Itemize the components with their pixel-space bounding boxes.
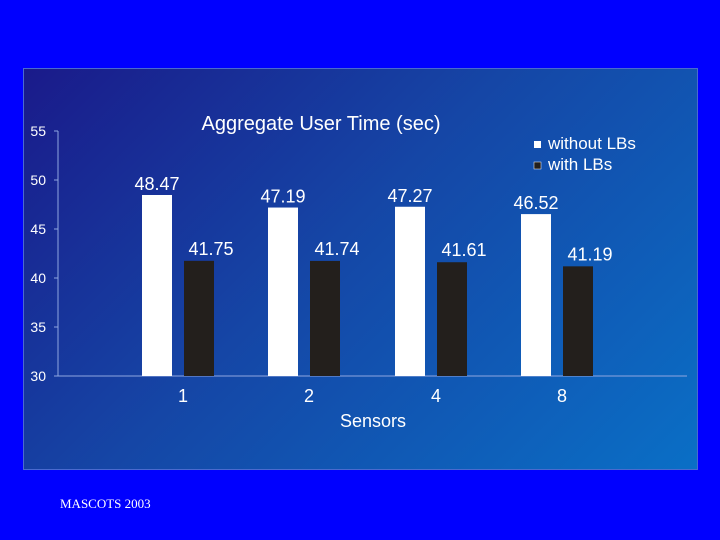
- y-tick-label: 45: [30, 221, 46, 237]
- bar-with-lbs-2: [310, 260, 340, 376]
- data-label-without-lbs-4: 47.27: [387, 186, 432, 206]
- data-label-with-lbs-4: 41.61: [441, 240, 486, 260]
- x-tick-label: 1: [178, 386, 188, 406]
- data-label-with-lbs-1: 41.75: [188, 239, 233, 259]
- y-tick-label: 30: [30, 368, 46, 384]
- data-label-with-lbs-2: 41.74: [314, 239, 359, 259]
- x-tick-label: 2: [304, 386, 314, 406]
- legend: without LBs with LBs: [533, 134, 636, 174]
- bar-with-lbs-4: [437, 262, 467, 376]
- bar-without-lbs-2: [268, 207, 298, 376]
- bar-with-lbs-1: [184, 260, 214, 376]
- legend-label-with-lbs: with LBs: [547, 155, 612, 174]
- x-axis-label: Sensors: [340, 411, 406, 431]
- bar-chart: Aggregate User Time (sec) 30 35 40 45 50 55 4…: [30, 113, 687, 431]
- data-label-without-lbs-1: 48.47: [134, 174, 179, 194]
- bars: [142, 194, 593, 376]
- y-tick-label: 40: [30, 270, 46, 286]
- data-label-without-lbs-2: 47.19: [260, 187, 305, 207]
- bar-with-lbs-8: [563, 266, 593, 376]
- data-label-with-lbs-8: 41.19: [567, 244, 612, 264]
- data-labels: 48.47 41.75 47.19 41.74 47.27 41.61 46.52 41.19: [134, 174, 612, 264]
- y-tick-label: 35: [30, 319, 46, 335]
- legend-swatch-without-lbs: [534, 141, 541, 148]
- bar-without-lbs-1: [142, 194, 172, 376]
- y-tick-label: 55: [30, 123, 46, 139]
- legend-swatch-with-lbs: [533, 161, 542, 170]
- data-label-without-lbs-8: 46.52: [513, 193, 558, 213]
- x-tick-label: 8: [557, 386, 567, 406]
- bar-without-lbs-4: [395, 206, 425, 376]
- chart-panel: Aggregate User Time (sec) 30 35 40 45 50 55 4…: [23, 68, 698, 470]
- legend-label-without-lbs: without LBs: [547, 134, 636, 153]
- y-tick-label: 50: [30, 172, 46, 188]
- x-axis-ticks: 1 2 4 8: [178, 386, 567, 406]
- chart-title: Aggregate User Time (sec): [202, 113, 441, 135]
- bar-without-lbs-8: [521, 214, 551, 376]
- x-tick-label: 4: [431, 386, 441, 406]
- slide-footer: MASCOTS 2003: [60, 496, 151, 511]
